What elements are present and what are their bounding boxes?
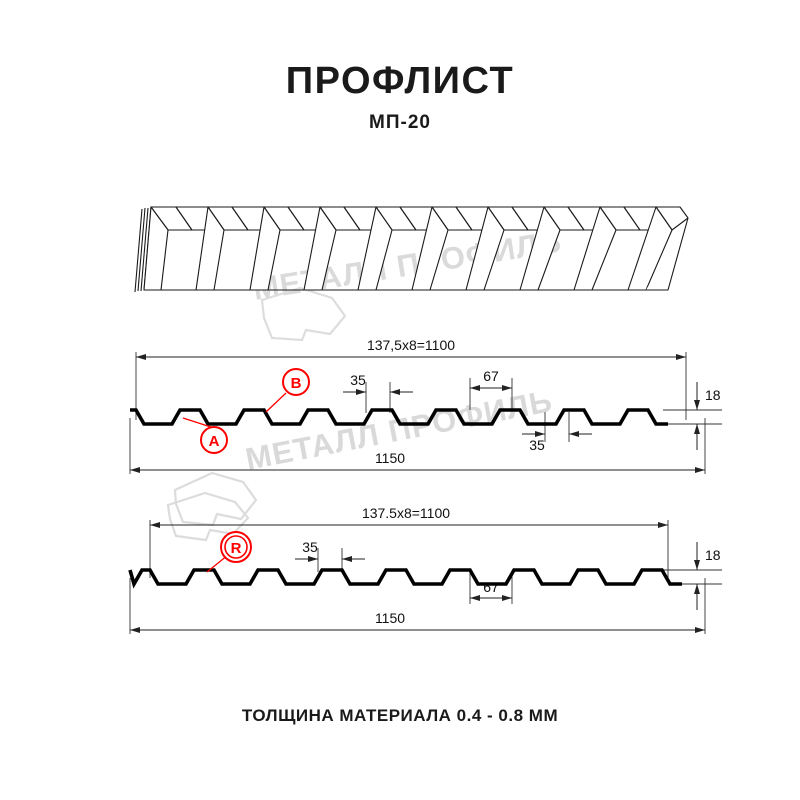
dim-height-bottom-label: 18 [705, 547, 721, 563]
profile-outline-bottom [128, 568, 682, 589]
dim-total-top: 1150 [130, 450, 705, 473]
dim-flange-bottom-section-label: 35 [302, 539, 318, 555]
isometric-profile-view [134, 206, 689, 293]
dim-flange-bottom-label: 35 [529, 437, 545, 453]
dim-rib-top: 67 [470, 368, 512, 391]
dim-flange-bottom-section: 35 [295, 539, 365, 562]
dim-flange-top: 35 [343, 372, 413, 395]
marker-b-group: B [265, 368, 310, 413]
dim-total-top-label: 1150 [375, 450, 405, 466]
marker-a-label: A [209, 433, 220, 450]
watermark-top: МЕТАЛЛ ПРОФИЛЬ [251, 224, 564, 342]
section-top: 137,5x8=1100 1150 35 [129, 337, 722, 474]
dim-height-top-label: 18 [705, 387, 721, 403]
watermark-middle: МЕТАЛЛ ПРОФИЛЬ [173, 383, 555, 527]
dim-rib-bottom-label: 67 [483, 579, 499, 595]
dim-pitch-top: 137,5x8=1100 [136, 337, 686, 360]
dim-flange-bottom: 35 [522, 431, 592, 453]
section-bottom: 137.5x8=1100 1150 35 [128, 505, 722, 634]
dim-height-bottom: 18 [694, 542, 721, 610]
page-title: ПРОФЛИСТ [285, 60, 515, 102]
dim-pitch-bottom-label: 137.5x8=1100 [362, 505, 450, 521]
marker-r-label: R [231, 540, 242, 557]
watermark-logo-middle [173, 471, 258, 527]
profile-outline-top [130, 408, 668, 426]
watermark-bottom [166, 491, 250, 542]
dim-pitch-bottom: 137.5x8=1100 [150, 505, 668, 528]
dim-total-bottom: 1150 [130, 610, 705, 633]
thickness-note: ТОЛЩИНА МАТЕРИАЛА 0.4 - 0.8 ММ [241, 706, 559, 725]
marker-a-group: A [182, 417, 228, 454]
title-block: ПРОФЛИСТ МП-20 [0, 62, 800, 134]
dim-rib-top-label: 67 [483, 368, 499, 384]
marker-r-group: R [206, 531, 252, 573]
isometric-ribs [143, 206, 689, 291]
watermark-logo-bottom [166, 491, 250, 542]
dim-flange-top-label: 35 [350, 372, 366, 388]
watermark-label-top: МЕТАЛЛ ПРОФИЛЬ [251, 224, 564, 307]
marker-b-label: B [291, 375, 302, 392]
dim-pitch-top-label: 137,5x8=1100 [367, 337, 455, 353]
extension-lines-top [129, 352, 722, 474]
dim-height-top: 18 [694, 382, 721, 450]
watermark-logo-top [260, 286, 347, 342]
dim-total-bottom-label: 1150 [375, 610, 405, 626]
model-subtitle: МП-20 [369, 112, 431, 133]
